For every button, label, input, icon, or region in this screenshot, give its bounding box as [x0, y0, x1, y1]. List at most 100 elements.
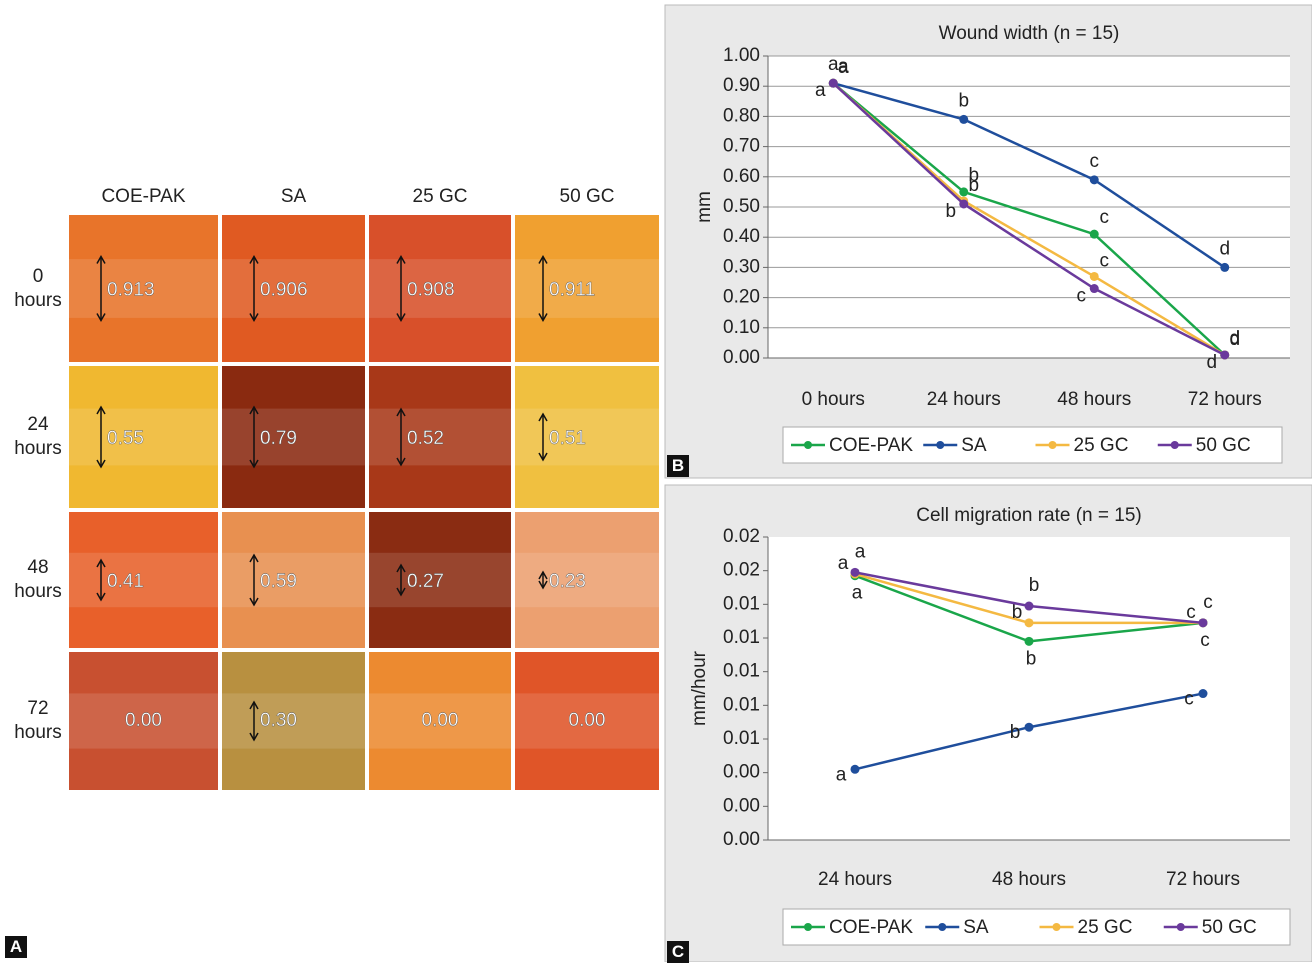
width-value: 0.41 [107, 571, 144, 592]
width-value: 0.55 [107, 428, 144, 449]
panel-label: A [5, 936, 27, 958]
y-tick-label: 0.01 [723, 694, 760, 715]
point-label: a [855, 541, 866, 562]
width-value: 0.911 [549, 280, 595, 301]
x-tick-label: 0 hours [802, 389, 865, 410]
y-tick-label: 1.00 [723, 45, 760, 66]
data-point [1090, 284, 1099, 293]
x-tick-label: 48 hours [1057, 389, 1131, 410]
legend-marker [938, 923, 946, 931]
point-label: c [1100, 250, 1110, 271]
point-label: b [968, 175, 979, 196]
legend-marker [804, 441, 812, 449]
row-label: 48 hours [10, 556, 66, 604]
x-tick-label: 72 hours [1166, 869, 1240, 890]
point-label: c [1186, 602, 1196, 623]
legend-label: 50 GC [1202, 917, 1257, 938]
legend-label: SA [961, 435, 987, 456]
y-tick-label: 0.01 [723, 627, 760, 648]
data-point [1025, 637, 1034, 646]
width-value: 0.906 [260, 280, 308, 301]
data-point [1090, 230, 1099, 239]
data-point [959, 115, 968, 124]
legend-marker [1177, 923, 1185, 931]
legend-marker [936, 441, 944, 449]
data-point [1199, 689, 1208, 698]
point-label: d [1206, 352, 1217, 373]
wound-band [515, 409, 659, 466]
y-tick-label: 0.02 [723, 560, 760, 581]
chart-title: Wound width (n = 15) [939, 23, 1120, 44]
x-tick-label: 24 hours [927, 389, 1001, 410]
y-axis-label: mm [694, 191, 715, 223]
point-label: d [1229, 329, 1240, 350]
point-label: c [1077, 286, 1087, 307]
width-value: 0.00 [422, 710, 459, 731]
data-point [829, 79, 838, 88]
y-tick-label: 0.30 [723, 256, 760, 277]
width-value: 0.59 [260, 571, 297, 592]
page: 0.9130.9060.9080.9110.550.790.520.510.41… [0, 0, 1312, 962]
point-label: b [1029, 575, 1040, 596]
row-label: 0 hours [10, 265, 66, 313]
y-tick-label: 0.01 [723, 728, 760, 749]
data-point [851, 765, 860, 774]
legend-marker [1053, 923, 1061, 931]
legend-label: 50 GC [1196, 435, 1251, 456]
point-label: c [1203, 592, 1213, 613]
x-tick-label: 24 hours [818, 869, 892, 890]
y-tick-label: 0.50 [723, 196, 760, 217]
width-value: 0.00 [125, 710, 162, 731]
column-header: SA [222, 186, 365, 208]
point-label: b [1010, 722, 1021, 743]
point-label: b [958, 90, 969, 111]
point-label: d [1219, 238, 1230, 259]
y-tick-label: 0.00 [723, 829, 760, 850]
width-value: 0.51 [549, 428, 586, 449]
data-point [1090, 272, 1099, 281]
y-tick-label: 0.00 [723, 795, 760, 816]
y-axis-label: mm/hour [689, 650, 710, 726]
data-point [1025, 618, 1034, 627]
data-point [1025, 602, 1034, 611]
panel-label: C [667, 941, 689, 963]
point-label: a [852, 583, 863, 604]
y-tick-label: 0.40 [723, 226, 760, 247]
width-value: 0.52 [407, 428, 444, 449]
y-tick-label: 0.20 [723, 287, 760, 308]
figure: 0.9130.9060.9080.9110.550.790.520.510.41… [0, 0, 1312, 962]
y-tick-label: 0.00 [723, 762, 760, 783]
y-tick-label: 0.01 [723, 661, 760, 682]
point-label: c [1100, 207, 1110, 228]
chart-title: Cell migration rate (n = 15) [916, 505, 1141, 526]
y-tick-label: 0.60 [723, 166, 760, 187]
data-point [1199, 618, 1208, 627]
data-point [1025, 723, 1034, 732]
y-tick-label: 0.10 [723, 317, 760, 338]
point-label: c [1200, 630, 1210, 651]
data-point [959, 199, 968, 208]
point-label: b [945, 201, 956, 222]
point-label: a [838, 57, 849, 78]
column-header: COE-PAK [69, 186, 218, 208]
y-tick-label: 0.70 [723, 136, 760, 157]
point-label: a [836, 764, 847, 785]
data-point [959, 187, 968, 196]
width-value: 0.79 [260, 428, 297, 449]
point-label: a [815, 80, 826, 101]
legend-label: COE-PAK [829, 917, 913, 938]
row-label: 72 hours [10, 697, 66, 745]
legend-marker [804, 923, 812, 931]
legend-label: COE-PAK [829, 435, 913, 456]
column-header: 25 GC [369, 186, 511, 208]
y-tick-label: 0.01 [723, 593, 760, 614]
legend-label: SA [963, 917, 989, 938]
x-tick-label: 48 hours [992, 869, 1066, 890]
row-label: 24 hours [10, 413, 66, 461]
width-value: 0.913 [107, 280, 155, 301]
point-label: a [838, 553, 849, 574]
point-label: c [1184, 689, 1194, 710]
y-tick-label: 0.80 [723, 105, 760, 126]
width-value: 0.30 [260, 710, 297, 731]
width-value: 0.23 [549, 571, 586, 592]
